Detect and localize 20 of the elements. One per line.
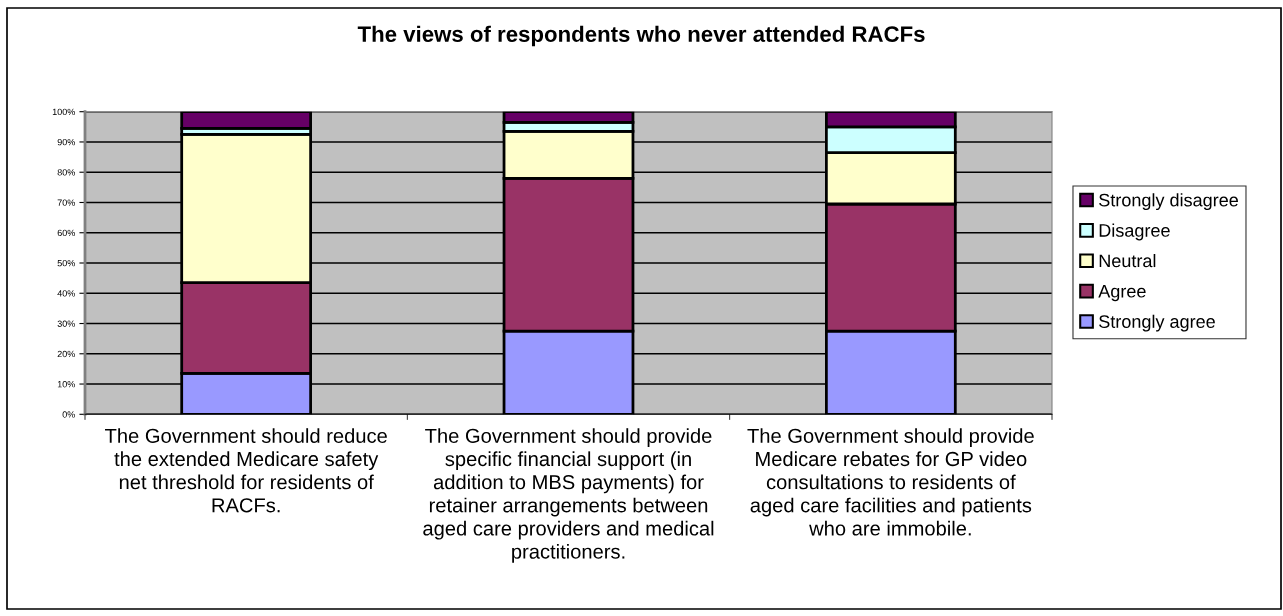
y-tick-label: 60%	[57, 229, 75, 237]
legend-label: Agree	[1098, 285, 1146, 302]
y-tick-label: 50%	[57, 259, 75, 267]
y-tick-label: 70%	[57, 199, 75, 206]
legend-label: Disagree	[1099, 223, 1170, 241]
legend-label: Strongly agree	[1099, 314, 1215, 332]
x-tick-label: The Government should provide specific financial support (in addition to MBS payments) for retainer arrangements between aged care providers and medical practitioners.	[423, 428, 714, 563]
y-tick-label: 0%	[62, 411, 75, 418]
y-tick-label: 40%	[57, 290, 75, 297]
y-tick-label: 20%	[57, 350, 75, 358]
legend-label: Neutral	[1099, 253, 1156, 268]
y-tick-label: 90%	[57, 138, 75, 146]
y-tick-label: 30%	[57, 320, 75, 327]
x-tick-label: The Government should reduce the extended Medicare safety net threshold for residents of RACFs.	[105, 428, 387, 513]
legend-label: Strongly disagree	[1099, 193, 1238, 211]
y-tick-label: 80%	[57, 169, 75, 176]
x-tick-label: The Government should provide Medicare rebates for GP video consultations to residents of aged care facilities and patients who are immobile.	[747, 428, 1034, 536]
y-tick-label: 10%	[57, 381, 75, 388]
chart-title: The views of respondents who never attended RACFs	[357, 25, 925, 47]
y-tick-label: 100%	[52, 108, 75, 116]
